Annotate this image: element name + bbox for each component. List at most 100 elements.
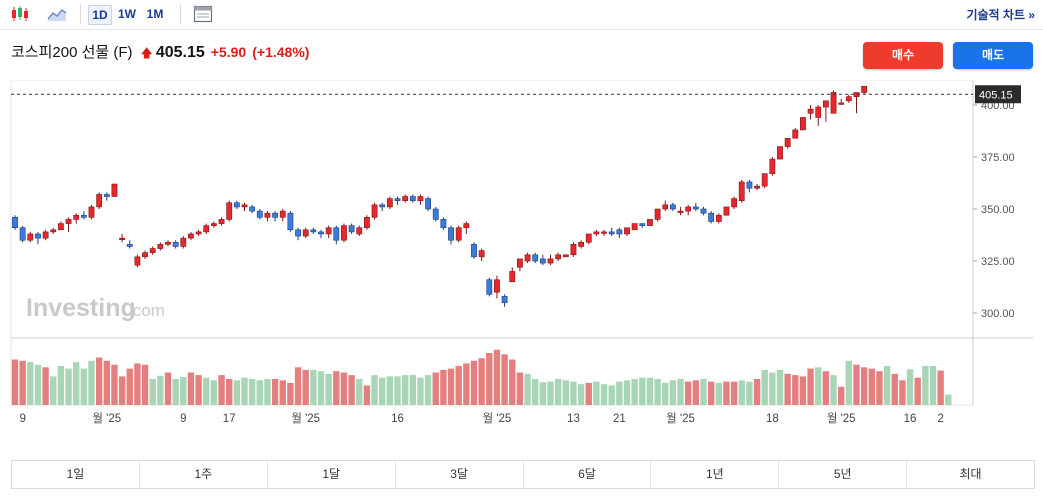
candle-body bbox=[800, 117, 806, 131]
volume-bar bbox=[822, 371, 830, 405]
volume-bar bbox=[118, 376, 126, 405]
volume-bar bbox=[19, 360, 26, 405]
candle-body bbox=[27, 233, 34, 241]
x-tick-label: 17 bbox=[223, 413, 236, 425]
volume-bar bbox=[264, 379, 271, 405]
volume-bar bbox=[830, 375, 837, 405]
volume-bar bbox=[80, 368, 88, 405]
volume-bar bbox=[88, 360, 95, 405]
candle-body bbox=[494, 279, 500, 293]
candlestick-series bbox=[12, 85, 868, 307]
candle-body bbox=[692, 206, 699, 210]
volume-bar bbox=[149, 379, 156, 405]
candle-body bbox=[348, 225, 355, 233]
volume-bar bbox=[325, 373, 332, 405]
candle-body bbox=[165, 241, 171, 245]
volume-bar bbox=[447, 368, 455, 405]
candle-body bbox=[639, 223, 646, 226]
volume-bar bbox=[455, 366, 462, 405]
candle-body bbox=[80, 214, 87, 218]
volume-bar bbox=[730, 381, 738, 405]
volume-bar bbox=[409, 375, 416, 405]
volume-bar bbox=[922, 366, 929, 405]
volume-bar bbox=[723, 381, 730, 405]
candle-body bbox=[578, 241, 584, 247]
candle-body bbox=[654, 208, 661, 220]
candle-body bbox=[218, 219, 225, 224]
volume-bar bbox=[600, 384, 608, 405]
candle-body bbox=[677, 210, 684, 213]
volume-bar bbox=[126, 368, 133, 405]
volume-bar bbox=[945, 394, 952, 405]
volume-bar bbox=[799, 376, 807, 405]
candle-body bbox=[295, 229, 301, 237]
candle-body bbox=[119, 237, 125, 240]
range-tab-1d[interactable]: 1일 bbox=[12, 461, 140, 488]
range-tab-max[interactable]: 최대 bbox=[959, 467, 982, 481]
watermark-suffix: .com bbox=[128, 301, 165, 320]
candle-body bbox=[815, 106, 822, 118]
volume-bar bbox=[562, 380, 569, 405]
interval-1m-button[interactable]: 1M bbox=[146, 7, 164, 21]
volume-bar bbox=[424, 375, 432, 405]
instrument-name: 코스피200 선물 (F) bbox=[11, 44, 133, 61]
candle-body bbox=[111, 183, 118, 197]
candle-body bbox=[669, 204, 676, 210]
candle-body bbox=[432, 208, 439, 220]
range-tab-1w[interactable]: 1주 bbox=[140, 461, 268, 488]
volume-bar bbox=[157, 375, 164, 405]
volume-bar bbox=[356, 379, 363, 405]
volume-bar bbox=[42, 367, 49, 405]
volume-bar bbox=[440, 369, 447, 405]
candle-body bbox=[73, 214, 80, 220]
candle-body bbox=[471, 244, 477, 258]
volume-bar bbox=[532, 379, 539, 405]
volume-bar bbox=[294, 367, 302, 405]
technical-chart-link[interactable]: 기술적 차트 » bbox=[966, 8, 1035, 22]
candle-body bbox=[601, 231, 607, 234]
volume-bar bbox=[65, 368, 72, 405]
candle-body bbox=[157, 244, 164, 249]
volume-bar bbox=[746, 381, 753, 405]
candle-body bbox=[379, 204, 386, 208]
range-tab-5y[interactable]: 5년 bbox=[779, 461, 908, 488]
volume-bar bbox=[493, 349, 501, 405]
volume-bar bbox=[792, 375, 799, 405]
volume-bar bbox=[432, 372, 439, 405]
candle-body bbox=[134, 256, 141, 266]
range-tab-6m[interactable]: 6달 bbox=[524, 461, 652, 488]
volume-bar bbox=[554, 379, 562, 405]
buy-button[interactable]: 매수 bbox=[863, 42, 943, 69]
volume-bar bbox=[317, 371, 325, 405]
volume-bar bbox=[570, 381, 577, 405]
volume-bar bbox=[906, 369, 914, 405]
volume-bar bbox=[883, 366, 891, 405]
range-tab-1y[interactable]: 1년 bbox=[651, 461, 780, 488]
x-tick-label: 월 '25 bbox=[827, 412, 856, 425]
candle-body bbox=[562, 254, 569, 258]
volume-bar bbox=[623, 380, 631, 405]
chart-toolbar: 1D 1W 1M 기술적 차트 » bbox=[0, 0, 1043, 30]
range-tab-1m[interactable]: 1달 bbox=[268, 461, 396, 488]
volume-bar bbox=[73, 362, 80, 405]
interval-1w-button[interactable]: 1W bbox=[118, 7, 136, 21]
area-chart-icon[interactable] bbox=[46, 4, 68, 24]
y-tick-label: 300.00 bbox=[981, 308, 1015, 320]
candle-body bbox=[417, 196, 424, 201]
interval-1d-button[interactable]: 1D bbox=[88, 5, 112, 25]
indicator-panel-icon[interactable] bbox=[192, 4, 214, 24]
x-tick-label: 16 bbox=[904, 413, 917, 425]
price-chart[interactable]: Investing.com 400.00375.00350.00325.0030… bbox=[0, 80, 1043, 430]
candlestick-icon[interactable] bbox=[9, 4, 31, 24]
range-tabs: 1일 1주 1달 3달 6달 1년 5년 최대 bbox=[11, 460, 1035, 489]
candle-body bbox=[616, 229, 623, 235]
candle-body bbox=[341, 225, 347, 241]
candle-body bbox=[585, 233, 592, 243]
candle-body bbox=[524, 254, 531, 262]
candle-body bbox=[685, 206, 692, 212]
candle-body bbox=[532, 254, 539, 262]
range-tab-3m[interactable]: 3달 bbox=[396, 461, 524, 488]
sell-button[interactable]: 매도 bbox=[953, 42, 1033, 69]
volume-bar bbox=[279, 380, 286, 405]
candle-body bbox=[845, 96, 852, 102]
